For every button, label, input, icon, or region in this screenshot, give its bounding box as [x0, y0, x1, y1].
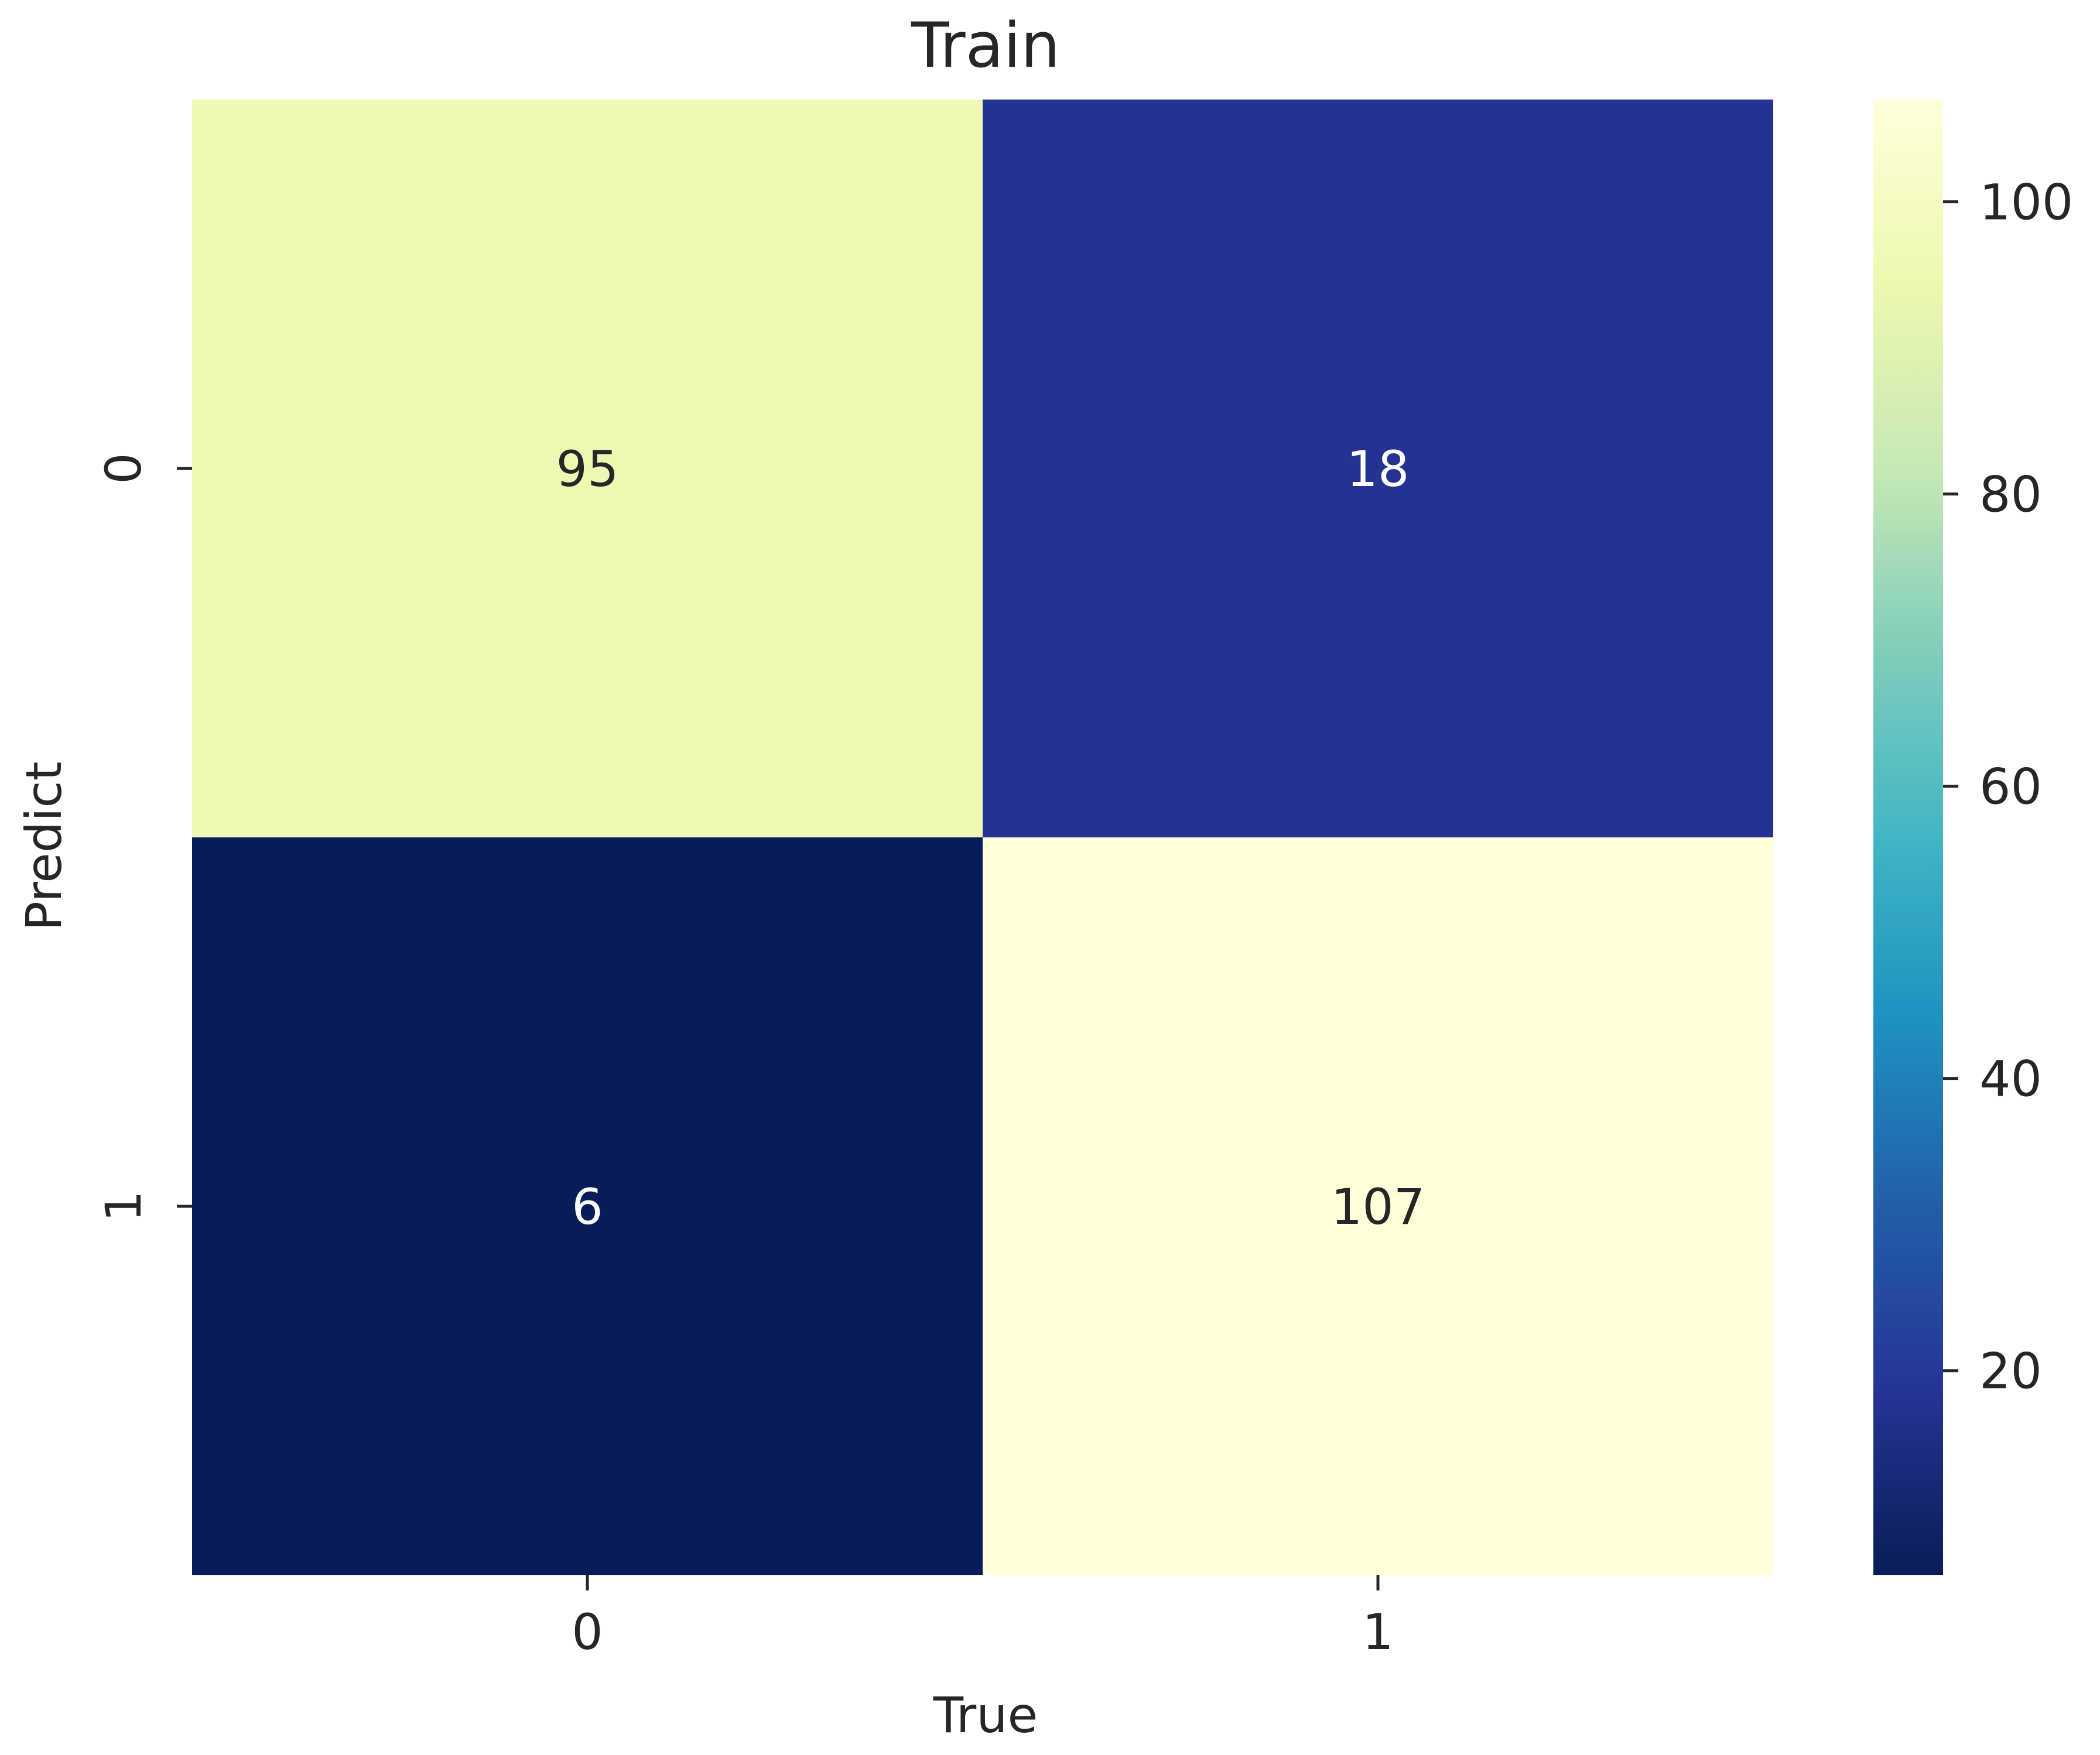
chart-title: Train [911, 9, 1060, 81]
heatmap-cells [192, 100, 1773, 1575]
colorbar-tick-label-40: 40 [1979, 1051, 2042, 1108]
heatmap-cell-r1-c1 [983, 837, 1773, 1575]
heatmap-cell-r0-c1 [983, 100, 1773, 837]
colorbar-tick-label-100: 100 [1979, 174, 2073, 231]
heatmap-cell-r0-c0 [192, 100, 983, 837]
colorbar [1873, 100, 1943, 1575]
colorbar-tick-label-80: 80 [1979, 466, 2042, 524]
colorbar-ticks: 20 40 60 80 100 [1943, 174, 2073, 1400]
x-tick-label-1: 1 [1362, 1603, 1393, 1661]
cell-value-r0-c0: 95 [556, 440, 619, 498]
y-tick-label-0: 0 [95, 453, 152, 484]
x-axis-label: True [933, 1686, 1038, 1744]
colorbar-tick-label-60: 60 [1979, 758, 2042, 816]
heatmap-cell-r1-c0 [192, 837, 983, 1575]
cell-value-r1-c1: 107 [1331, 1178, 1425, 1236]
cell-value-r1-c0: 6 [572, 1178, 603, 1236]
x-tick-label-0: 0 [572, 1603, 603, 1661]
colorbar-tick-label-20: 20 [1979, 1343, 2042, 1400]
cell-value-r0-c1: 18 [1347, 440, 1410, 498]
y-axis-ticks: 01 [95, 453, 192, 1222]
y-axis-label: Predict [15, 761, 73, 930]
y-tick-label-1: 1 [95, 1190, 152, 1222]
heatmap-cell-labels: 95 18 6 107 [556, 440, 1425, 1236]
